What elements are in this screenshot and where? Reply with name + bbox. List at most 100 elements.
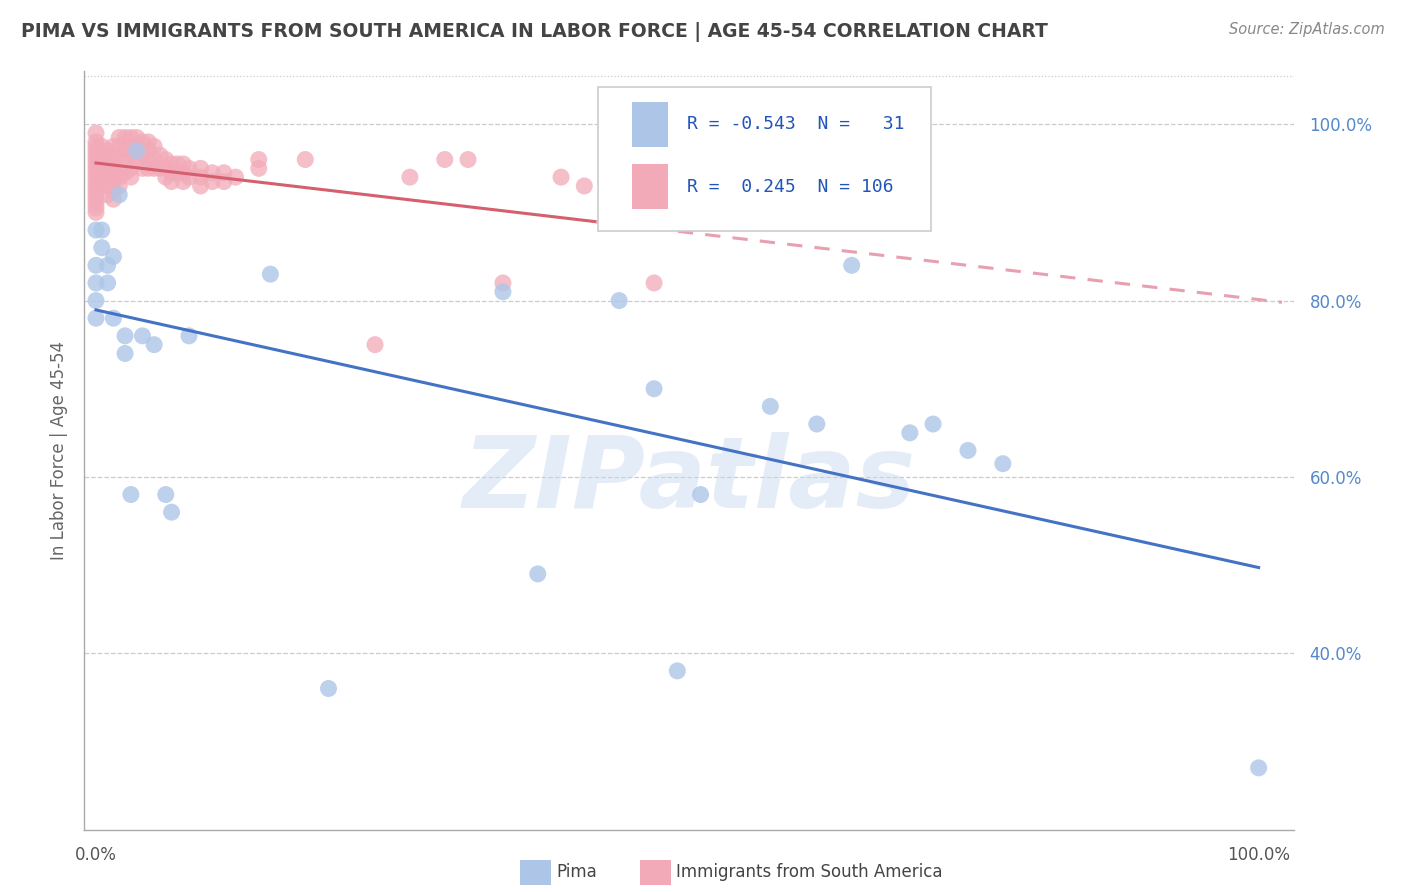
Point xyxy=(90,161,112,176)
Text: Pima: Pima xyxy=(557,863,598,881)
Point xyxy=(956,443,979,458)
Point xyxy=(84,293,107,308)
Point xyxy=(84,135,107,149)
Point xyxy=(155,170,177,185)
Point xyxy=(136,144,159,158)
Text: ZIPatlas: ZIPatlas xyxy=(463,433,915,529)
Point xyxy=(94,148,117,162)
Point xyxy=(364,337,387,351)
Point xyxy=(84,153,107,167)
Point xyxy=(155,161,177,176)
Point xyxy=(120,130,142,145)
Point xyxy=(84,157,107,171)
Point xyxy=(97,187,120,202)
Point xyxy=(190,170,212,185)
Point xyxy=(166,157,188,171)
Point xyxy=(841,258,863,272)
Point xyxy=(103,148,125,162)
Point xyxy=(492,276,515,290)
Point xyxy=(84,183,107,197)
Y-axis label: In Labor Force | Age 45-54: In Labor Force | Age 45-54 xyxy=(49,341,67,560)
Point xyxy=(84,201,107,215)
Point xyxy=(160,505,183,519)
Point xyxy=(201,166,224,180)
Point xyxy=(318,681,340,696)
Point xyxy=(201,175,224,189)
Point xyxy=(103,166,125,180)
Point xyxy=(84,166,107,180)
Point xyxy=(457,153,479,167)
Point xyxy=(84,205,107,219)
Point xyxy=(136,135,159,149)
Point xyxy=(84,258,107,272)
Point xyxy=(527,566,550,581)
Point xyxy=(120,170,142,185)
Point xyxy=(84,170,107,185)
Point xyxy=(97,276,120,290)
Point xyxy=(108,170,131,185)
Point xyxy=(212,166,235,180)
Point xyxy=(492,285,515,299)
Point xyxy=(103,311,125,326)
Point xyxy=(84,144,107,158)
FancyBboxPatch shape xyxy=(599,87,931,230)
Point xyxy=(898,425,921,440)
Point xyxy=(759,400,782,414)
Point xyxy=(103,157,125,171)
Point xyxy=(120,487,142,501)
Point xyxy=(143,139,166,153)
Point xyxy=(550,170,572,185)
Point xyxy=(149,148,172,162)
Point xyxy=(136,161,159,176)
Point xyxy=(212,175,235,189)
Point xyxy=(172,157,194,171)
Point xyxy=(294,153,316,167)
Point xyxy=(666,664,689,678)
Point xyxy=(136,153,159,167)
Point xyxy=(114,144,136,158)
Point xyxy=(143,153,166,167)
Point xyxy=(90,153,112,167)
Point xyxy=(84,139,107,153)
Point xyxy=(103,139,125,153)
Point xyxy=(131,148,153,162)
Point xyxy=(94,157,117,171)
Point xyxy=(247,153,270,167)
Point xyxy=(120,139,142,153)
Text: R = -0.543  N =   31: R = -0.543 N = 31 xyxy=(686,115,904,134)
Point xyxy=(97,258,120,272)
Point xyxy=(108,148,131,162)
Point xyxy=(90,166,112,180)
Point xyxy=(172,166,194,180)
Point xyxy=(160,175,183,189)
Point xyxy=(247,161,270,176)
Point xyxy=(108,139,131,153)
Point xyxy=(607,293,630,308)
Point xyxy=(143,161,166,176)
Text: Source: ZipAtlas.com: Source: ZipAtlas.com xyxy=(1229,22,1385,37)
Point xyxy=(97,153,120,167)
Point xyxy=(160,166,183,180)
Point xyxy=(177,329,200,343)
Point xyxy=(166,166,188,180)
Point xyxy=(689,487,711,501)
Point xyxy=(125,139,148,153)
Point xyxy=(190,178,212,193)
Point xyxy=(90,170,112,185)
Point xyxy=(643,276,665,290)
Point xyxy=(114,166,136,180)
Point xyxy=(160,157,183,171)
Text: PIMA VS IMMIGRANTS FROM SOUTH AMERICA IN LABOR FORCE | AGE 45-54 CORRELATION CHA: PIMA VS IMMIGRANTS FROM SOUTH AMERICA IN… xyxy=(21,22,1047,42)
Point xyxy=(155,153,177,167)
Point xyxy=(103,183,125,197)
Point xyxy=(84,187,107,202)
Point xyxy=(90,157,112,171)
Point xyxy=(125,153,148,167)
Point xyxy=(97,170,120,185)
Point xyxy=(806,417,828,431)
Point xyxy=(90,148,112,162)
Point xyxy=(177,161,200,176)
Point xyxy=(259,267,281,281)
Point xyxy=(225,170,247,185)
Point xyxy=(131,135,153,149)
